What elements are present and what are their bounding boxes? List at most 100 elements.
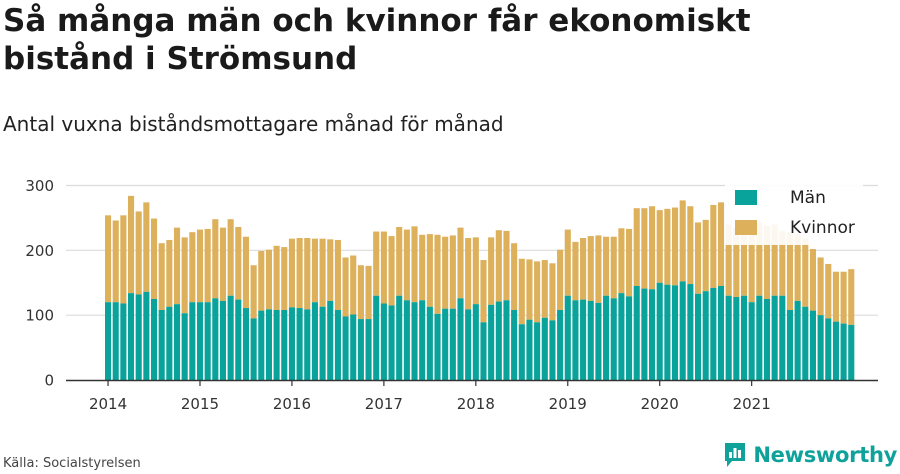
- bar-man: [572, 300, 579, 380]
- bar-man: [465, 309, 472, 380]
- bar-kvinnor: [105, 215, 112, 303]
- bar-kvinnor: [434, 234, 441, 314]
- bar-kvinnor: [158, 243, 165, 310]
- bar-man: [756, 295, 763, 380]
- x-tick-label: 2015: [181, 395, 219, 413]
- bar-kvinnor: [472, 237, 479, 305]
- legend-label: Kvinnor: [790, 218, 855, 238]
- bar-kvinnor: [112, 220, 119, 303]
- bar-man: [396, 295, 403, 380]
- bar-kvinnor: [457, 227, 464, 299]
- bar-man: [649, 289, 656, 380]
- bar-man: [633, 285, 640, 380]
- bar-man: [373, 295, 380, 380]
- bar-kvinnor: [304, 238, 311, 310]
- bar-man: [549, 320, 556, 380]
- bar-kvinnor: [779, 230, 786, 296]
- x-tick-label: 2017: [365, 395, 403, 413]
- bar-man: [442, 308, 449, 380]
- bar-kvinnor: [549, 263, 556, 321]
- bar-man: [388, 305, 395, 380]
- bar-kvinnor: [656, 210, 663, 283]
- bar-man: [449, 308, 456, 380]
- bar-kvinnor: [242, 236, 250, 309]
- bar-kvinnor: [380, 231, 387, 304]
- bar-man: [457, 298, 464, 380]
- bar-man: [296, 308, 303, 380]
- bar-kvinnor: [580, 238, 587, 300]
- bar-kvinnor: [671, 207, 679, 286]
- bar-man: [150, 298, 158, 380]
- bar-man: [334, 309, 341, 380]
- bar-kvinnor: [756, 222, 763, 296]
- bar-man: [219, 300, 227, 380]
- bar-kvinnor: [802, 238, 809, 307]
- bar-kvinnor: [786, 232, 794, 310]
- bar-man: [848, 324, 855, 380]
- bar-man: [189, 302, 196, 380]
- legend-swatch: [735, 190, 757, 205]
- bar-man: [281, 309, 288, 380]
- bar-man: [135, 294, 142, 380]
- bar-man: [327, 300, 334, 380]
- bar-kvinnor: [626, 228, 633, 297]
- bar-man: [173, 304, 181, 380]
- bar-kvinnor: [204, 228, 211, 303]
- bar-man: [212, 298, 219, 380]
- x-tick-label: 2016: [273, 395, 311, 413]
- bar-kvinnor: [825, 263, 832, 319]
- bar-kvinnor: [511, 243, 518, 310]
- bar-man: [603, 295, 610, 380]
- bar-kvinnor: [518, 258, 525, 325]
- bar-man: [181, 313, 188, 380]
- bar-man: [311, 302, 318, 380]
- bar-man: [717, 285, 725, 380]
- bar-man: [832, 321, 839, 380]
- bar-man: [664, 284, 671, 380]
- bar-kvinnor: [465, 238, 472, 310]
- bar-man: [204, 302, 211, 380]
- bar-man: [426, 306, 433, 380]
- bar-kvinnor: [848, 269, 855, 325]
- bar-man: [411, 302, 418, 380]
- legend-swatch: [735, 220, 757, 235]
- y-tick-label: 200: [25, 242, 54, 260]
- bar-man: [434, 313, 441, 380]
- bar-man: [671, 285, 679, 380]
- bar-man: [105, 302, 112, 380]
- bar-kvinnor: [610, 236, 617, 299]
- x-tick-label: 2018: [457, 395, 495, 413]
- x-tick-label: 2019: [549, 395, 587, 413]
- bar-kvinnor: [817, 257, 824, 316]
- bar-kvinnor: [250, 265, 257, 319]
- bar-man: [518, 324, 525, 380]
- bar-kvinnor: [227, 219, 234, 296]
- bar-man: [480, 322, 487, 380]
- bar-man: [794, 300, 801, 380]
- bar-kvinnor: [273, 245, 280, 310]
- bar-kvinnor: [373, 231, 380, 296]
- bar-kvinnor: [235, 226, 242, 300]
- bar-kvinnor: [618, 228, 625, 294]
- bar-man: [342, 316, 349, 380]
- bar-man: [273, 309, 280, 380]
- x-tick-label: 2020: [641, 395, 679, 413]
- bar-man: [365, 319, 372, 380]
- bar-kvinnor: [564, 229, 571, 296]
- bar-man: [380, 303, 387, 380]
- bar-kvinnor: [794, 234, 801, 301]
- bar-kvinnor: [212, 219, 219, 299]
- bar-man: [779, 295, 786, 380]
- bar-man: [817, 315, 824, 380]
- bar-man: [258, 310, 265, 380]
- bar-man: [809, 310, 817, 380]
- bar-kvinnor: [288, 238, 295, 308]
- bar-kvinnor: [495, 230, 502, 302]
- bar-man: [419, 300, 426, 380]
- bar-kvinnor: [572, 241, 579, 301]
- newsworthy-brand[interactable]: Newsworthy: [723, 440, 897, 470]
- bar-kvinnor: [840, 271, 847, 324]
- bar-man: [526, 319, 533, 380]
- bar-man: [679, 281, 686, 380]
